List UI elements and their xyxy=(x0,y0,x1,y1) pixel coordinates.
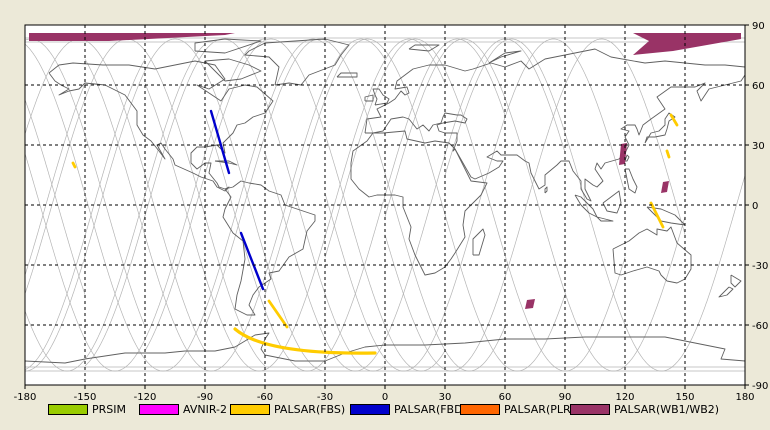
swath-palsar-fbd-north-america[interactable] xyxy=(209,109,231,175)
acquisition-swaths xyxy=(29,33,741,355)
lat-tick-label: 30 xyxy=(752,141,765,152)
lon-tick-label: 30 xyxy=(439,392,452,400)
swath-palsar-fbs-hawaii[interactable] xyxy=(71,161,77,169)
swath-palsar-fbs-philippine-sea[interactable] xyxy=(665,149,671,159)
coastline-sri-lanka xyxy=(544,186,548,194)
swath-palsar-wb1-wb2-arctic-band-east[interactable] xyxy=(633,33,741,55)
coastline-ireland xyxy=(364,94,374,102)
coastline-ellesmere xyxy=(194,38,262,54)
legend-label-avnir2: AVNIR-2 xyxy=(183,402,227,416)
orbit-track xyxy=(25,43,206,372)
lat-tick-label: -60 xyxy=(752,321,768,332)
swath-palsar-wb1-wb2-kerguelen[interactable] xyxy=(525,299,535,309)
coastline-novaya-zemlya xyxy=(488,50,522,64)
legend-item-palsar-fbs[interactable]: PALSAR(FBS) xyxy=(230,402,345,416)
legend-item-palsar-fbd[interactable]: PALSAR(FBD) xyxy=(350,402,467,416)
lon-tick-label: 0 xyxy=(382,392,388,400)
orbit-track xyxy=(264,38,566,372)
coastline-borneo xyxy=(602,190,622,214)
coastline-iceland xyxy=(336,72,358,78)
legend-swatch-avnir2 xyxy=(139,403,179,415)
lon-tick-label: -120 xyxy=(134,392,157,400)
coastline-taiwan xyxy=(624,154,630,162)
lat-tick-label: -90 xyxy=(752,381,768,392)
orbit-track xyxy=(25,38,206,351)
lat-tick-label: -30 xyxy=(752,261,768,272)
world-map[interactable]: -180 -150 -120 -90 -60 -30 0 30 60 90 120 150 180 90… xyxy=(0,0,770,400)
coastline-new-guinea xyxy=(646,206,686,226)
orbit-track xyxy=(444,38,745,372)
lon-tick-label: 150 xyxy=(675,392,694,400)
lon-tick-label: -180 xyxy=(14,392,37,400)
coastline-japan xyxy=(644,112,676,144)
legend-item-avnir2[interactable]: AVNIR-2 xyxy=(139,402,227,416)
legend-swatch-palsar-fbs xyxy=(230,403,270,415)
lat-tick-label: 0 xyxy=(752,201,758,212)
coastline-australia xyxy=(612,226,692,284)
lon-tick-label: -150 xyxy=(74,392,97,400)
lon-tick-label: 60 xyxy=(499,392,512,400)
legend-label-palsar-wb: PALSAR(WB1/WB2) xyxy=(614,402,720,416)
coastline-africa xyxy=(350,130,488,276)
lat-tick-label: 90 xyxy=(752,21,765,32)
coastline-north-america xyxy=(48,60,274,192)
orbit-track xyxy=(25,38,325,372)
legend: PRSIM AVNIR-2 PALSAR(FBS) PALSAR(FBD) PA… xyxy=(48,402,768,422)
legend-label-palsar-plr: PALSAR(PLR) xyxy=(504,402,575,416)
coastline-svalbard xyxy=(408,44,440,52)
orbit-track xyxy=(144,38,446,372)
orbit-track xyxy=(384,38,686,372)
graticule-grid xyxy=(25,25,745,385)
legend-label-palsar-fbs: PALSAR(FBS) xyxy=(274,402,346,416)
orbit-track xyxy=(204,38,506,372)
orbit-tracks xyxy=(25,37,745,372)
lat-tick-label: 60 xyxy=(752,81,765,92)
orbit-track xyxy=(25,83,86,277)
coastline-eurasia xyxy=(364,48,746,202)
legend-swatch-prism xyxy=(48,403,88,415)
swath-palsar-wb1-wb2-arctic-band-west[interactable] xyxy=(29,33,235,41)
coastlines xyxy=(24,38,746,364)
legend-item-prism[interactable]: PRSIM xyxy=(48,402,126,416)
swath-palsar-fbs-new-guinea[interactable] xyxy=(649,201,665,229)
swath-palsar-fbs-antarctica[interactable] xyxy=(233,327,377,355)
legend-swatch-palsar-wb xyxy=(570,403,610,415)
orbit-track xyxy=(204,38,506,372)
legend-item-palsar-wb[interactable]: PALSAR(WB1/WB2) xyxy=(570,402,719,416)
coastline-madagascar xyxy=(472,228,486,256)
coastline-great-britain xyxy=(372,88,390,106)
coastline-java xyxy=(596,216,614,222)
coastline-south-america xyxy=(222,180,316,316)
swath-palsar-fbd-south-america[interactable] xyxy=(239,231,265,291)
orbit-track xyxy=(25,38,326,372)
lon-tick-label: -60 xyxy=(257,392,273,400)
coastline-new-zealand-s xyxy=(718,286,734,298)
legend-item-palsar-plr[interactable]: PALSAR(PLR) xyxy=(460,402,575,416)
coastline-philippines xyxy=(624,168,638,194)
legend-label-prism: PRSIM xyxy=(92,402,126,416)
orbit-track xyxy=(324,38,626,372)
orbit-track xyxy=(25,38,146,327)
latitude-labels: 90 60 30 0 -30 -60 -90 xyxy=(745,21,768,392)
lon-tick-label: -30 xyxy=(317,392,333,400)
orbit-track xyxy=(25,38,266,367)
coastline-new-zealand-n xyxy=(730,274,742,288)
swath-palsar-fbs-japan[interactable] xyxy=(669,113,679,127)
orbit-track xyxy=(25,59,146,370)
legend-swatch-palsar-fbd xyxy=(350,403,390,415)
swath-palsar-wb1-wb2-western-pacific[interactable] xyxy=(661,181,669,193)
legend-label-palsar-fbd: PALSAR(FBD) xyxy=(394,402,467,416)
lon-tick-label: -90 xyxy=(197,392,213,400)
lon-tick-label: 180 xyxy=(735,392,754,400)
lon-tick-label: 120 xyxy=(615,392,634,400)
swath-palsar-fbs-south-atlantic[interactable] xyxy=(267,299,289,329)
legend-swatch-palsar-plr xyxy=(460,403,500,415)
orbit-track xyxy=(384,38,686,372)
orbit-track xyxy=(84,38,386,372)
orbit-track xyxy=(25,98,86,295)
longitude-labels: -180 -150 -120 -90 -60 -30 0 30 60 90 120 150 180 xyxy=(14,385,755,400)
lon-tick-label: 90 xyxy=(559,392,572,400)
